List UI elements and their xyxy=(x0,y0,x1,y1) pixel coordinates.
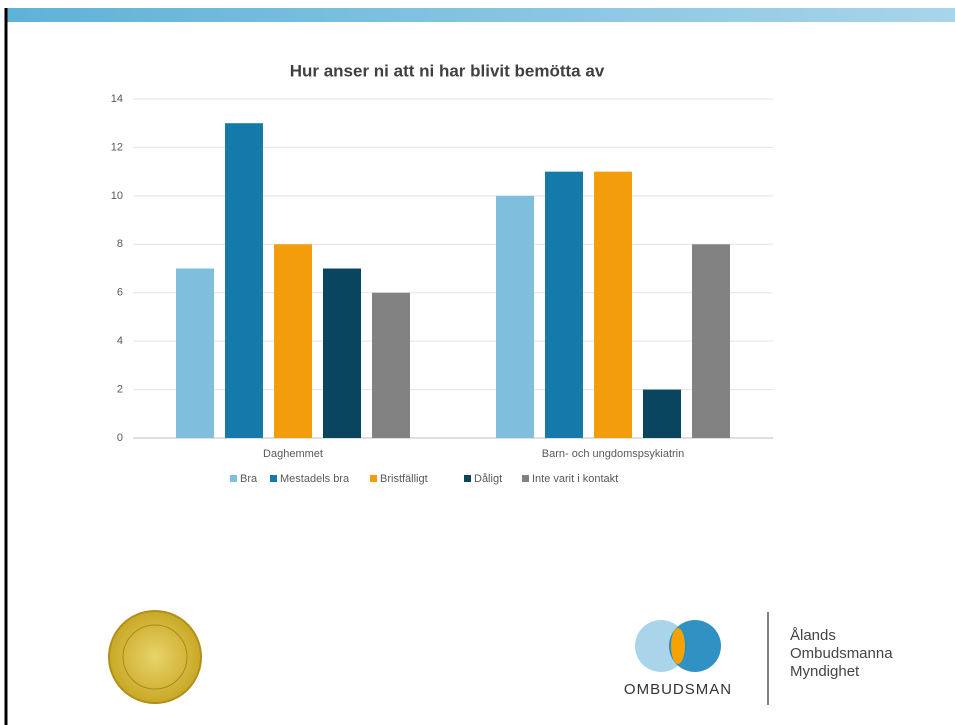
logo-center xyxy=(671,628,685,664)
y-tick-label: 12 xyxy=(111,141,123,153)
legend-label: Bristfälligt xyxy=(380,473,428,485)
y-tick-label: 10 xyxy=(111,190,123,202)
seal xyxy=(108,610,202,704)
chart: 0 2 4 6 8 10 12 14 Daghemmet Barn- och ungdomspsy… xyxy=(111,93,773,485)
top-bar xyxy=(6,8,955,22)
legend-swatch xyxy=(522,475,529,482)
y-tick-label: 6 xyxy=(117,287,123,299)
bar xyxy=(225,123,263,438)
logo-brand: OMBUDSMAN xyxy=(624,681,732,698)
x-tick-label: Barn- och ungdomspsykiatrin xyxy=(542,448,684,460)
y-tick-label: 14 xyxy=(111,93,123,105)
legend-label: Inte varit i kontakt xyxy=(532,473,618,485)
logo-name: Myndighet xyxy=(790,663,860,680)
legend-label: Mestadels bra xyxy=(280,473,350,485)
bar xyxy=(643,389,681,438)
legend-swatch xyxy=(230,475,237,482)
chart-title: Hur anser ni att ni har blivit bemötta a… xyxy=(290,61,605,80)
bar xyxy=(545,171,583,438)
bar xyxy=(372,292,410,438)
seal-ring xyxy=(122,624,188,690)
legend-swatch xyxy=(464,475,471,482)
y-tick-label: 8 xyxy=(117,238,123,250)
bar xyxy=(594,171,632,438)
bar xyxy=(274,244,312,438)
bar xyxy=(176,268,214,438)
y-tick-label: 2 xyxy=(117,383,123,395)
bar xyxy=(692,244,730,438)
legend-swatch xyxy=(370,475,377,482)
bar xyxy=(496,195,534,438)
x-tick-label: Daghemmet xyxy=(263,448,323,460)
legend-label: Dåligt xyxy=(474,473,502,485)
y-tick-label: 0 xyxy=(117,432,123,444)
legend-label: Bra xyxy=(240,473,258,485)
ombudsman-logo: OMBUDSMAN Ålands Ombudsmanna Myndighet xyxy=(624,612,893,705)
logo-name: Ombudsmanna xyxy=(790,645,893,662)
bar xyxy=(323,268,361,438)
seal-logo xyxy=(108,610,202,704)
logo-name: Ålands xyxy=(790,627,836,644)
legend-swatch xyxy=(270,475,277,482)
y-tick-label: 4 xyxy=(117,335,123,347)
